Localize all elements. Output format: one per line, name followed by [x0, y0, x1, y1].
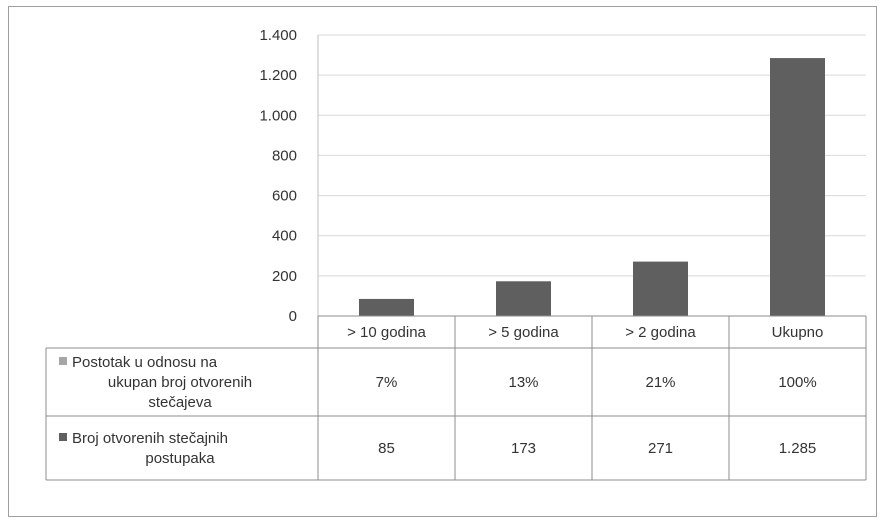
data-table-value: 100%: [778, 374, 816, 391]
data-table-value: 85: [378, 440, 395, 457]
data-table-value: 21%: [645, 374, 675, 391]
x-category-label: > 10 godina: [347, 324, 426, 341]
bar: [633, 261, 688, 316]
x-category-label: Ukupno: [772, 324, 824, 341]
legend-key: [59, 433, 67, 441]
data-table-value: 271: [648, 440, 673, 457]
y-tick-label: 200: [272, 268, 297, 285]
data-table-value: 13%: [508, 374, 538, 391]
y-tick-label: 800: [272, 147, 297, 164]
series-name-label: Broj otvorenih stečajnih: [72, 430, 228, 447]
x-category-label: > 2 godina: [625, 324, 696, 341]
bar: [770, 58, 825, 316]
data-table-value: 1.285: [779, 440, 817, 457]
y-tick-label: 1.200: [259, 67, 297, 84]
y-tick-label: 400: [272, 228, 297, 245]
x-category-label: > 5 godina: [488, 324, 559, 341]
chart-frame: [8, 6, 877, 517]
series-name-label: ukupan broj otvorenih: [108, 374, 252, 391]
y-tick-label: 0: [289, 308, 297, 325]
data-table-value: 7%: [376, 374, 398, 391]
bar: [359, 298, 414, 316]
legend-key: [59, 357, 67, 365]
y-tick-label: 1.000: [259, 107, 297, 124]
bar: [496, 281, 551, 316]
series-name-label: postupaka: [145, 450, 215, 467]
y-tick-label: 1.400: [259, 27, 297, 44]
series-name-label: Postotak u odnosu na: [72, 354, 218, 371]
data-table-value: 173: [511, 440, 536, 457]
y-tick-label: 600: [272, 188, 297, 205]
series-name-label: stečajeva: [148, 394, 212, 411]
